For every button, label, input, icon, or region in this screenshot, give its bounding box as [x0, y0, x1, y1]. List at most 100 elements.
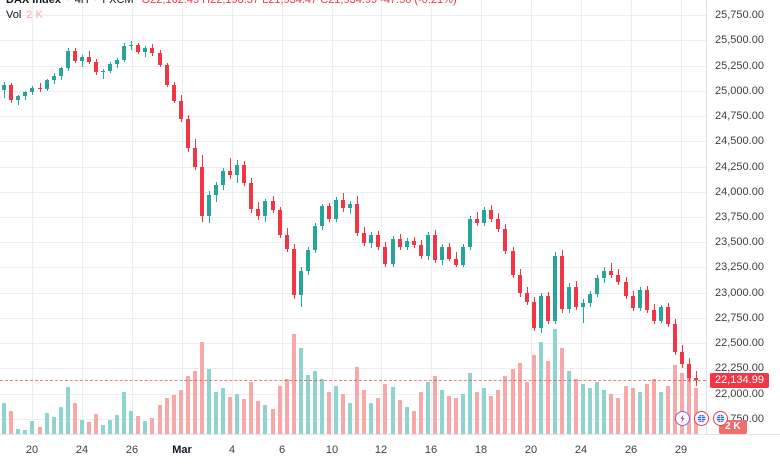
volume-bar — [518, 362, 522, 434]
gridline-vertical — [631, 0, 632, 434]
gridline-vertical — [531, 0, 532, 434]
volume-bar — [602, 389, 606, 434]
time-axis-label: 4 — [228, 444, 236, 456]
volume-bar — [616, 398, 620, 434]
price-axis-label: 23,250.00 — [715, 261, 764, 274]
gridline-horizontal — [0, 40, 706, 42]
volume-bar — [193, 371, 197, 434]
lightning-bolt-icon[interactable] — [675, 411, 690, 426]
volume-bar — [475, 392, 479, 434]
candle-body — [221, 170, 225, 185]
time-axis-label: 16 — [424, 444, 438, 456]
volume-bar — [87, 422, 91, 434]
volume-bar — [666, 385, 670, 434]
candle-body — [362, 232, 366, 244]
candle-body — [66, 50, 70, 69]
candle-body — [341, 199, 345, 209]
candle-body — [45, 80, 49, 89]
price-axis-label: 21,750.00 — [715, 412, 764, 425]
candle-body — [200, 166, 204, 216]
candle-body — [256, 208, 260, 216]
time-axis-label: 10 — [325, 444, 339, 456]
candle-body — [631, 295, 635, 308]
candle-body — [235, 165, 239, 176]
volume-bar — [546, 360, 550, 434]
candle-body — [376, 235, 380, 248]
candle-body — [369, 235, 373, 244]
candle-body — [419, 245, 423, 257]
volume-bar — [136, 416, 140, 434]
volume-bar — [694, 387, 698, 434]
time-axis-label: 20 — [25, 444, 39, 456]
price-axis-label: 23,500.00 — [715, 236, 764, 249]
candle-body — [242, 165, 246, 184]
candle-body — [80, 56, 84, 61]
volume-bar — [567, 371, 571, 434]
volume-bar — [2, 402, 6, 434]
candle-body — [292, 249, 296, 296]
gridline-horizontal — [0, 191, 706, 193]
volume-bar — [468, 373, 472, 434]
candle-body — [553, 256, 557, 321]
time-axis-label: 12 — [374, 444, 388, 456]
candle-wick — [82, 55, 83, 67]
volume-bar — [355, 366, 359, 434]
volume-bar — [383, 383, 387, 434]
candle-body — [271, 201, 275, 211]
candle-body — [560, 256, 564, 309]
volume-bar — [673, 364, 677, 434]
candle-body — [129, 44, 133, 47]
volume-bar — [320, 379, 324, 434]
gridline-vertical — [182, 0, 183, 434]
candle-wick — [4, 81, 5, 98]
volume-bar — [362, 389, 366, 434]
current-price-badge[interactable]: 22,134.99 — [710, 373, 769, 388]
volume-bar — [433, 376, 437, 434]
volume-bar — [631, 387, 635, 434]
gridline-horizontal — [0, 393, 706, 395]
candle-body — [588, 293, 592, 303]
candle-body — [320, 206, 324, 227]
candle-body — [165, 65, 169, 85]
time-axis-label: 26 — [125, 444, 139, 456]
candle-body — [624, 281, 628, 296]
volume-bar — [221, 387, 225, 434]
volume-bar — [158, 404, 162, 434]
candle-body — [214, 184, 218, 195]
candle-body — [207, 194, 211, 216]
volume-bar — [539, 341, 543, 434]
gridline-horizontal — [0, 15, 706, 17]
volume-bar — [263, 404, 267, 434]
candle-body — [108, 63, 112, 71]
volume-bar — [59, 406, 63, 434]
time-axis[interactable]: 20 24 26 Mar 4 6 10 12 16 18 20 24 26 29 — [0, 434, 780, 470]
candle-body — [532, 301, 536, 328]
candle-body — [143, 48, 147, 52]
candle-body — [186, 119, 190, 149]
volume-bar — [398, 400, 402, 434]
volume-bar — [38, 426, 42, 434]
candle-body — [454, 258, 458, 265]
candle-body — [193, 148, 197, 167]
globe-event-icon-2[interactable] — [713, 411, 728, 426]
gridline-vertical — [431, 0, 432, 434]
price-axis-label: 25,250.00 — [715, 59, 764, 72]
candle-body — [433, 235, 437, 261]
gridline-vertical — [232, 0, 233, 434]
candle-body — [426, 235, 430, 257]
price-axis-label: 22,500.00 — [715, 337, 764, 350]
volume-bar — [503, 376, 507, 434]
chart-plot-area[interactable] — [0, 0, 706, 434]
volume-bar — [489, 396, 493, 434]
globe-event-icon-1[interactable] — [694, 411, 709, 426]
candle-wick — [611, 263, 612, 278]
price-axis[interactable]: 25,750.00 25,500.00 25,250.00 25,000.00 24,7… — [706, 0, 780, 434]
volume-bar — [391, 386, 395, 434]
time-axis-label: 24 — [574, 444, 588, 456]
volume-bar — [165, 398, 169, 434]
candle-body — [16, 96, 20, 101]
candle-body — [355, 203, 359, 233]
volume-bar — [129, 410, 133, 434]
volume-bar — [652, 379, 656, 434]
